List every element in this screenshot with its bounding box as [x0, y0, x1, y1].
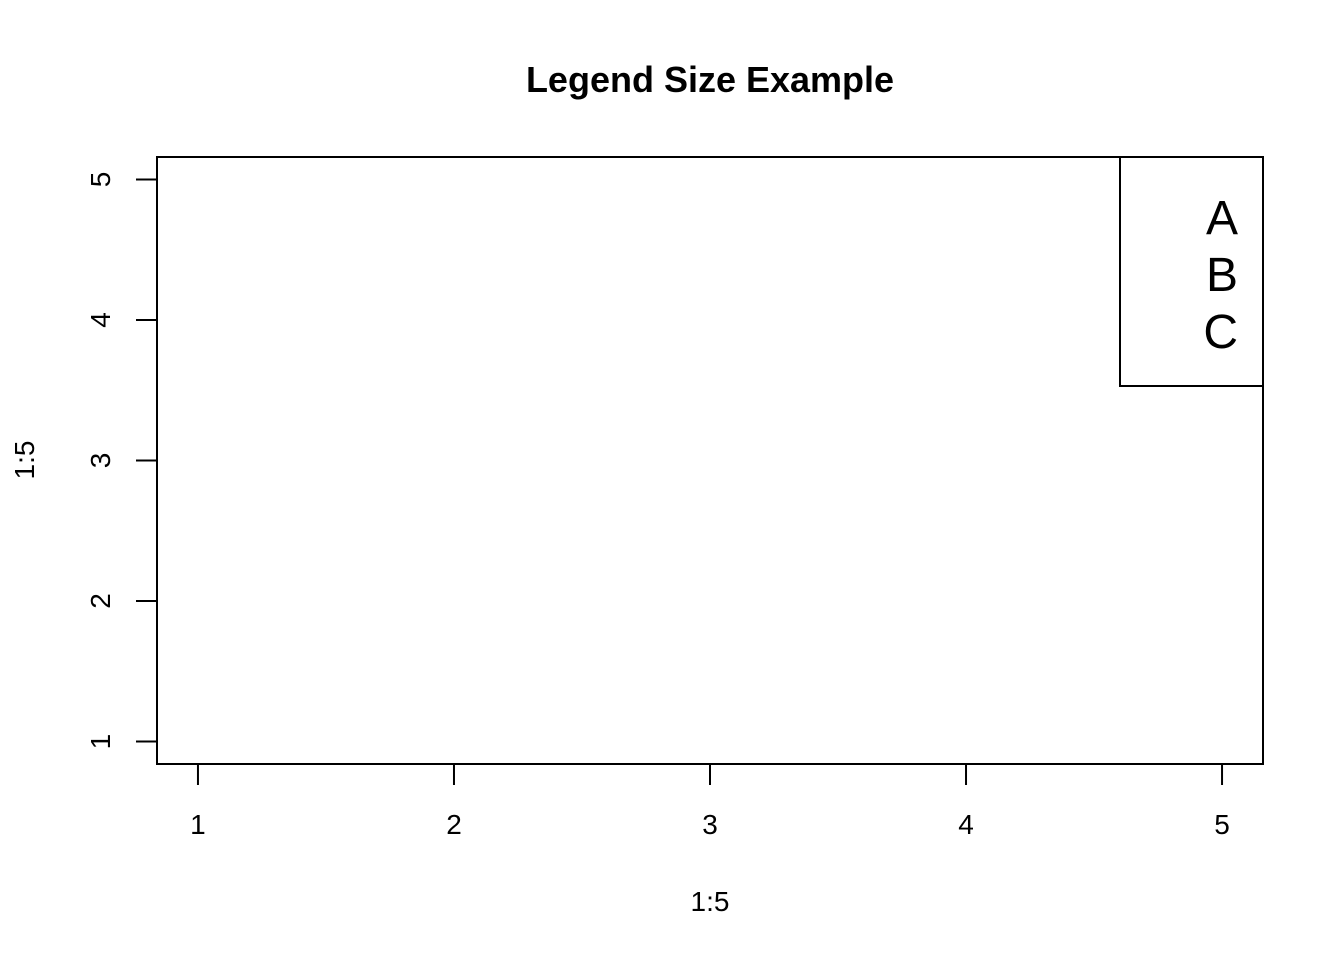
y-tick-label: 4 [85, 312, 116, 328]
y-tick-label: 3 [85, 453, 116, 469]
chart-title: Legend Size Example [526, 59, 894, 100]
legend: ABC [1119, 156, 1264, 387]
legend-box [1119, 156, 1264, 387]
y-axis: 1 2 3 4 5 [85, 172, 158, 750]
x-tick-label: 4 [958, 809, 974, 840]
legend-entry: A [1206, 192, 1238, 245]
y-tick-label: 2 [85, 593, 116, 609]
legend-entry: B [1206, 249, 1238, 302]
x-axis-label: 1:5 [691, 886, 730, 917]
y-axis-label: 1:5 [9, 441, 40, 480]
y-tick-label: 1 [85, 734, 116, 750]
x-axis: 1 2 3 4 5 [190, 763, 1230, 840]
x-tick-label: 3 [702, 809, 718, 840]
y-tick-label: 5 [85, 172, 116, 188]
legend-entry: C [1203, 306, 1238, 359]
x-tick-label: 5 [1214, 809, 1230, 840]
x-tick-label: 2 [446, 809, 462, 840]
x-tick-label: 1 [190, 809, 206, 840]
